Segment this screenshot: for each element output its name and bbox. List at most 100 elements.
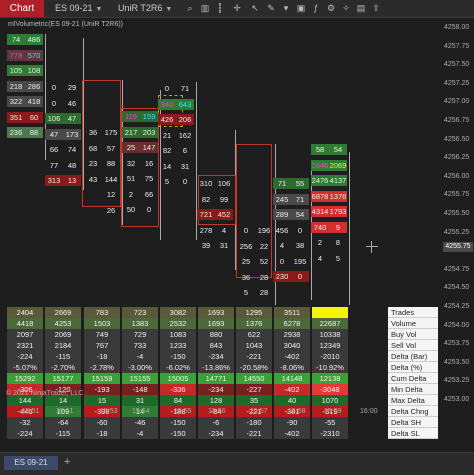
price-label: 4257.00 (444, 98, 470, 106)
crosshair-icon[interactable]: ✛ (233, 3, 241, 13)
stats-cell: 128 (198, 395, 234, 406)
footprint-cell: 486 (25, 34, 43, 45)
time-label: 15:51 (22, 408, 40, 415)
footprint-cell: 29 (67, 83, 77, 92)
footprint-cell: 0 (51, 83, 57, 92)
camera-icon[interactable]: ▣ (296, 3, 306, 13)
stats-cell: 14 (122, 406, 158, 417)
stats-cell: -90 (274, 417, 310, 428)
stats-cell: 15155 (122, 373, 158, 384)
footprint-cell: 5 (335, 253, 341, 263)
bar-type-selector[interactable]: UniR T2R6 ▼ (118, 2, 172, 14)
stats-cell: 1070 (312, 395, 348, 406)
stats-cell: -336 (160, 384, 196, 395)
stats-cell: 3082 (160, 307, 196, 318)
stats-cell: 31 (122, 395, 158, 406)
strategy-icon[interactable]: ⚙ (326, 3, 336, 13)
time-label: 15:59 (324, 408, 342, 415)
stats-cell: -402 (274, 384, 310, 395)
footprint-cell: 28 (259, 272, 269, 282)
stats-cell: 4253 (45, 318, 81, 329)
bar-wick (196, 82, 197, 240)
stats-cell: 749 (84, 329, 120, 340)
price-label: 4255.75 (444, 191, 470, 199)
stats-cell: -3.00% (122, 362, 158, 373)
stats-row-label: Delta SL (388, 428, 438, 439)
stats-cell: -234 (198, 384, 234, 395)
footprint-cell: 1793 (329, 206, 347, 217)
bars-icon[interactable]: ▥ (200, 3, 210, 13)
time-label: 15:54 (132, 408, 150, 415)
stats-cell: -46 (122, 417, 158, 428)
drawing-tools-icon[interactable]: ✎ (267, 3, 275, 13)
instrument-selector[interactable]: ES 09-21 ▼ (55, 2, 102, 14)
stats-cell: 15177 (45, 373, 81, 384)
footprint-cell: 0 (146, 205, 152, 214)
bar-body-outline (158, 95, 183, 127)
zoom-icon[interactable]: ⌕ (187, 3, 193, 13)
footprint-cell: 54 (291, 209, 309, 220)
footprint-cell: 32 (126, 158, 136, 168)
footprint-cell: 6 (182, 146, 188, 155)
footprint-cell: 71 (291, 193, 309, 205)
footprint-cell: 21 (162, 130, 172, 140)
price-label: 4255.25 (444, 228, 470, 236)
stats-cell: 14148 (274, 373, 310, 384)
footprint-cell: 36 (88, 128, 98, 137)
footprint-cell: 721 (197, 209, 215, 220)
chart-window-tab[interactable]: Chart (0, 0, 44, 17)
stats-cell: -2310 (312, 428, 348, 439)
lock-icon[interactable]: ▤ (356, 3, 366, 13)
footprint-cell (84, 189, 102, 200)
stats-cell: 15292 (7, 373, 43, 384)
footprint-cell: 99 (219, 194, 229, 204)
bar-type-label: UniR T2R6 (118, 3, 163, 13)
stats-cell: 2532 (160, 318, 196, 329)
time-label: 15:57 (250, 408, 268, 415)
price-label: 4254.00 (444, 321, 470, 329)
footprint-cell: 43 (88, 174, 98, 184)
stats-cell: 3511 (274, 307, 310, 318)
footprint-cell: 0 (291, 271, 309, 282)
stats-cell: -188 (160, 406, 196, 417)
indicators-icon[interactable]: ƒ (313, 3, 319, 13)
stats-cell: 14550 (236, 373, 272, 384)
stats-cell: 2669 (45, 307, 81, 318)
stats-cell: -10.92% (312, 362, 348, 373)
price-label: 4256.25 (444, 154, 470, 162)
stats-cell (312, 307, 348, 318)
gear-icon[interactable]: ✧ (342, 3, 350, 13)
footprint-cell: 203 (140, 126, 158, 138)
stats-cell: -4 (122, 351, 158, 362)
stats-cell: -398 (84, 406, 120, 417)
footprint-cell: 313 (45, 175, 63, 186)
footprint-cell: 147 (140, 142, 158, 153)
instrument-tab[interactable]: ES 09-21 (4, 456, 58, 470)
footprint-cell: 8 (335, 238, 341, 247)
share-icon[interactable]: ⇪ (372, 3, 380, 13)
stats-cell: 15159 (84, 373, 120, 384)
stats-cell: 1693 (198, 307, 234, 318)
stats-cell: 1233 (160, 340, 196, 351)
stats-cell: -120 (45, 384, 81, 395)
add-tab-icon[interactable]: + (64, 456, 71, 468)
stats-cell: -18 (84, 351, 120, 362)
stats-cell: -55 (312, 417, 348, 428)
bar-style-icon[interactable]: ┇ (217, 3, 223, 13)
chevron-down-icon[interactable]: ▾ (283, 3, 289, 13)
stats-cell: -4 (122, 428, 158, 439)
footprint-cell: 12 (106, 190, 116, 199)
footprint-cell: 1646 (311, 159, 329, 171)
bar-wick (45, 34, 46, 160)
stats-cell: 2184 (45, 340, 81, 351)
cursor-icon[interactable]: ↖ (251, 3, 259, 13)
stats-row-label: Delta (Bar) (388, 351, 438, 362)
stats-cell: -3048 (312, 384, 348, 395)
footprint-cell: 0 (164, 84, 170, 93)
bar-wick (83, 38, 84, 190)
footprint-cell: 55 (291, 178, 309, 189)
bar-body-outline (121, 108, 159, 227)
stats-cell: 843 (198, 340, 234, 351)
stats-cell: -2010 (312, 351, 348, 362)
footprint-cell: 0 (51, 98, 57, 108)
